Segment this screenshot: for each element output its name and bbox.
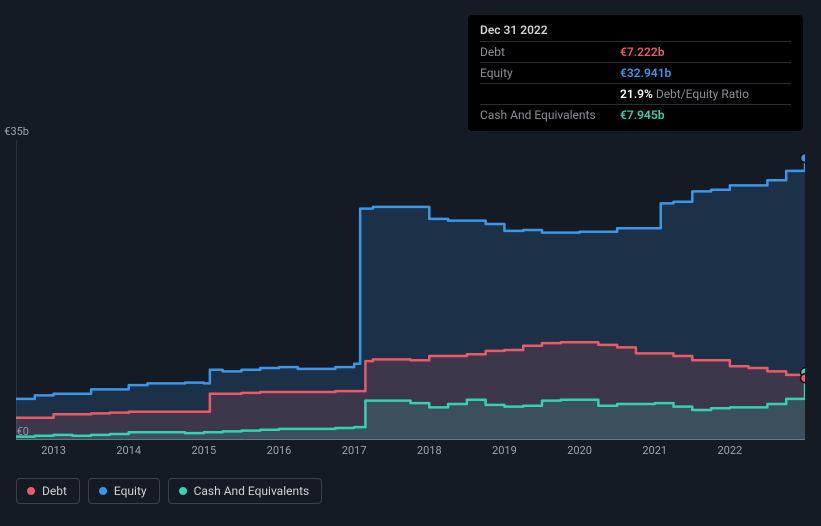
x-tick: 2013 bbox=[41, 444, 66, 457]
chart-area bbox=[16, 140, 805, 440]
tooltip-value: €7.222b bbox=[620, 42, 791, 63]
tooltip-date: Dec 31 2022 bbox=[480, 23, 791, 41]
x-tick: 2016 bbox=[267, 444, 292, 457]
x-tick: 2019 bbox=[492, 444, 517, 457]
x-tick: 2021 bbox=[642, 444, 667, 457]
legend-item[interactable]: Equity bbox=[88, 478, 160, 504]
y-tick-max: €35b bbox=[4, 125, 29, 138]
x-tick: 2020 bbox=[567, 444, 592, 457]
tooltip-value: 21.9% Debt/Equity Ratio bbox=[620, 84, 791, 105]
legend-item[interactable]: Debt bbox=[16, 478, 80, 504]
legend-label: Equity bbox=[114, 484, 147, 498]
legend-dot bbox=[27, 487, 35, 495]
x-tick: 2014 bbox=[116, 444, 141, 457]
tooltip-card: Dec 31 2022 Debt€7.222bEquity€32.941b21.… bbox=[468, 15, 803, 131]
chart-svg bbox=[16, 140, 805, 440]
legend-label: Debt bbox=[42, 484, 67, 498]
legend-dot bbox=[99, 487, 107, 495]
legend: Debt Equity Cash And Equivalents bbox=[16, 478, 322, 504]
tooltip-label: Equity bbox=[480, 63, 620, 84]
x-tick: 2018 bbox=[417, 444, 442, 457]
x-tick: 2022 bbox=[717, 444, 742, 457]
tooltip-table: Debt€7.222bEquity€32.941b21.9% Debt/Equi… bbox=[480, 41, 791, 125]
x-axis: 2013 2014 2015 2016 2017 2018 2019 2020 2021 2022 bbox=[16, 444, 805, 460]
x-tick: 2015 bbox=[191, 444, 216, 457]
tooltip-label: Cash And Equivalents bbox=[480, 105, 620, 126]
legend-dot bbox=[179, 487, 187, 495]
legend-item[interactable]: Cash And Equivalents bbox=[168, 478, 323, 504]
legend-label: Cash And Equivalents bbox=[194, 484, 310, 498]
tooltip-label: Debt bbox=[480, 42, 620, 63]
tooltip-label bbox=[480, 84, 620, 105]
tooltip-value: €7.945b bbox=[620, 105, 791, 126]
tooltip-value: €32.941b bbox=[620, 63, 791, 84]
x-tick: 2017 bbox=[342, 444, 367, 457]
